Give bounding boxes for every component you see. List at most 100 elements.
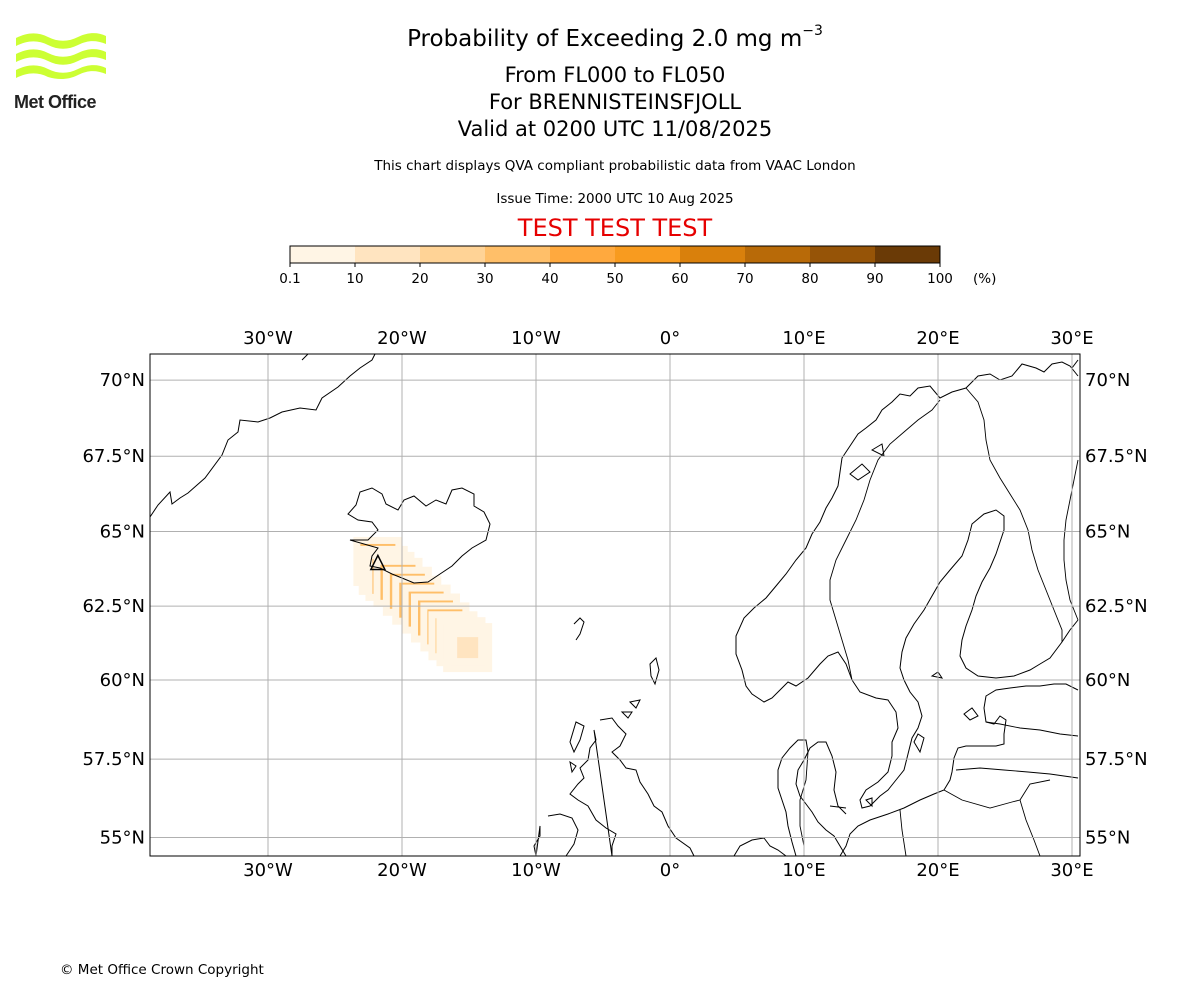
plume-cell (464, 644, 472, 652)
flight-level-range: From FL000 to FL050 (504, 63, 726, 87)
colorbar-tick-label: 70 (736, 271, 753, 287)
colorbar-unit: (%) (973, 271, 996, 287)
ash-probability-plume (353, 536, 493, 673)
border-norway-sweden (829, 399, 941, 681)
colorbar-tick-label: 20 (411, 271, 428, 287)
coastline-greenland-north (301, 353, 309, 361)
coastline-denmark (795, 741, 847, 857)
longitude-label: 20°E (916, 328, 959, 349)
colorbar-segment (420, 246, 486, 263)
longitude-label: 30°E (1050, 860, 1093, 881)
coastlines (149, 353, 1079, 857)
latitude-label: 62.5°N (1085, 596, 1148, 617)
longitude-label: 20°W (377, 860, 427, 881)
border-germany-netherlands (799, 751, 809, 847)
latitude-label: 70°N (1085, 370, 1130, 391)
longitude-label: 30°W (243, 860, 293, 881)
colorbar-segment (485, 246, 551, 263)
chart-title-exponent: −3 (802, 23, 823, 40)
border-germany-poland (899, 809, 907, 857)
longitude-label: 0° (660, 860, 680, 881)
colorbar-tick-label: 40 (541, 271, 558, 287)
longitude-label: 10°E (782, 328, 825, 349)
longitude-label: 20°E (916, 860, 959, 881)
met-office-logo-icon (16, 33, 106, 80)
colorbar: 0.1 10 20 30 40 50 60 70 80 90 100 (%) (279, 245, 996, 287)
border-germany-denmark (829, 805, 847, 809)
longitude-label: 20°W (377, 328, 427, 349)
longitude-label: 0° (660, 328, 680, 349)
latitude-label: 57.5°N (82, 749, 145, 770)
border-poland (943, 789, 1041, 857)
volcano-name: For BRENNISTEINSFJOLL (488, 90, 742, 114)
border-finland-russia (1063, 459, 1079, 621)
border-sweden-finland (965, 387, 1063, 642)
coastline-lofoten (849, 443, 885, 481)
latitude-label: 65°N (100, 522, 145, 543)
coastline-norway (735, 361, 1079, 703)
colorbar-segment (875, 246, 941, 263)
longitude-label: 10°W (511, 860, 561, 881)
colorbar-tick-label: 60 (671, 271, 688, 287)
chart-title-text: Probability of Exceeding 2.0 mg m (407, 26, 803, 52)
coastline-saaremaa (963, 707, 979, 721)
latitude-label: 60°N (1085, 670, 1130, 691)
volcano-icon (369, 553, 387, 571)
colorbar-segment (550, 246, 616, 263)
latitude-label: 60°N (100, 670, 145, 691)
border-lithuania-belarus (1019, 779, 1051, 801)
coastline-baltic-states (839, 683, 1079, 857)
longitude-label: 10°W (511, 328, 561, 349)
logo-text: Met Office (14, 92, 97, 112)
coastline-hebrides (569, 721, 585, 774)
latitude-label: 67.5°N (82, 446, 145, 467)
latitude-label: 55°N (1085, 828, 1130, 849)
colorbar-segment (355, 246, 421, 263)
map-tick-labels: 30°W 30°W 20°W 20°W 10°W 10°W 0° 0° 10°E 10°E 20°E… (82, 328, 1147, 881)
coastline-great-britain (569, 717, 695, 857)
country-borders (799, 387, 1079, 857)
colorbar-tick-label: 30 (476, 271, 493, 287)
chart-title: Probability of Exceeding 2.0 mg m−3 (0, 23, 1200, 52)
border-estonia-latvia (985, 721, 1079, 737)
coastline-greenland (149, 353, 376, 518)
colorbar-tick-label: 50 (606, 271, 623, 287)
coastline-france-north (733, 837, 787, 857)
longitude-label: 10°E (782, 860, 825, 881)
map-frame (149, 353, 1081, 857)
colorbar-segment (680, 246, 746, 263)
coastline-orkney (620, 699, 641, 719)
coastline-netherlands (777, 739, 809, 857)
longitude-label: 30°W (243, 328, 293, 349)
volcano-marker (369, 553, 387, 571)
coastline-faroe (573, 617, 585, 641)
latitude-label: 70°N (100, 370, 145, 391)
latitude-label: 65°N (1085, 522, 1130, 543)
issue-time: Issue Time: 2000 UTC 10 Aug 2025 (496, 191, 734, 207)
valid-time: Valid at 0200 UTC 11/08/2025 (457, 117, 773, 141)
colorbar-tick-label: 0.1 (279, 271, 300, 287)
coastline-shetland (649, 657, 660, 686)
coastline-bornholm (865, 797, 873, 808)
latitude-label: 62.5°N (82, 596, 145, 617)
colorbar-segment (810, 246, 876, 263)
colorbar-tick-label: 100 (927, 271, 953, 287)
coastline-russia-arctic (1071, 359, 1079, 369)
border-latvia-lithuania (955, 767, 1079, 779)
colorbar-tick-label: 80 (801, 271, 818, 287)
latitude-label: 57.5°N (1085, 749, 1148, 770)
coastline-gotland (913, 733, 925, 754)
gridlines (150, 354, 1080, 856)
chart-subtitle: This chart displays QVA compliant probab… (374, 158, 856, 174)
colorbar-tick-label: 10 (346, 271, 363, 287)
coastline-sweden-baltic (851, 509, 1079, 809)
colorbar-segment (615, 246, 681, 263)
longitude-label: 30°E (1050, 328, 1093, 349)
copyright: © Met Office Crown Copyright (60, 962, 264, 978)
latitude-label: 67.5°N (1085, 446, 1148, 467)
latitude-label: 55°N (100, 828, 145, 849)
colorbar-segment (290, 246, 356, 263)
coastline-aland (930, 671, 944, 679)
colorbar-segment (745, 246, 811, 263)
